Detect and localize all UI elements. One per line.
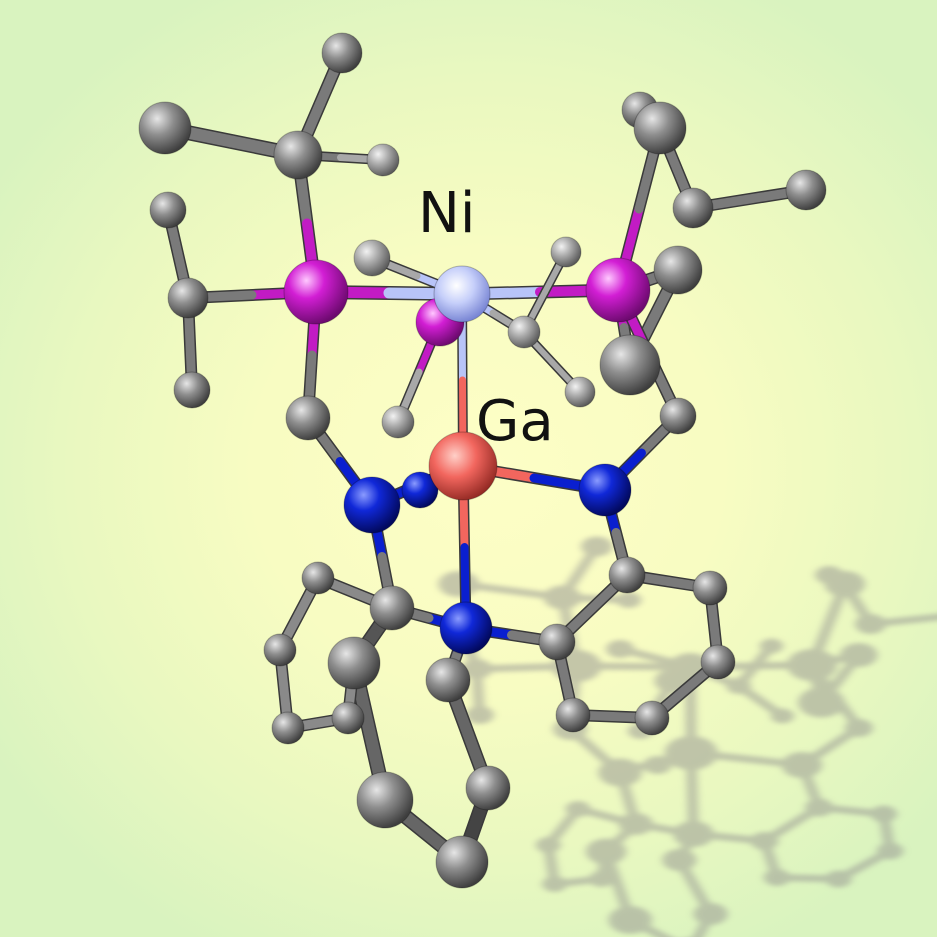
hydrogen-atom	[381, 405, 415, 439]
shadow-atom	[781, 752, 823, 778]
carbon-atom	[653, 245, 703, 295]
shadow-atom	[763, 869, 791, 886]
carbon-atom	[785, 169, 827, 211]
carbon-atom	[435, 835, 489, 889]
shadow-atom	[542, 876, 568, 892]
carbon-atom	[167, 277, 209, 319]
shadow-atom	[870, 805, 898, 823]
shadow-atom	[585, 838, 627, 865]
nitrogen-atom	[343, 476, 401, 534]
carbon-atom	[633, 101, 687, 155]
gallium-atom	[428, 431, 498, 501]
shadow-atom	[438, 571, 479, 597]
carbon-atom	[599, 334, 661, 396]
carbon-atom	[321, 32, 363, 74]
shadow-atom	[844, 719, 873, 737]
carbon-atom	[356, 771, 414, 829]
carbon-atom	[327, 636, 381, 690]
atom-layer	[138, 32, 827, 889]
shadow-atom	[770, 708, 795, 724]
carbon-atom	[538, 623, 576, 661]
carbon-atom	[271, 711, 305, 745]
shadow-atom	[581, 536, 613, 557]
carbon-atom	[273, 130, 323, 180]
shadow-atom	[798, 687, 845, 718]
shadow-atom	[854, 614, 887, 634]
shadow-atom	[565, 801, 591, 817]
shadow-skeleton	[438, 536, 937, 937]
carbon-atom	[672, 187, 714, 229]
hydrogen-atom	[507, 315, 541, 349]
shadow-atom	[465, 706, 494, 724]
hydrogen-atom	[353, 239, 391, 277]
hydrogen-atom	[366, 143, 400, 177]
nitrogen-atom	[401, 471, 439, 509]
carbon-atom	[369, 585, 415, 631]
shadow-atom	[664, 736, 718, 770]
shadow-atom	[606, 640, 635, 658]
carbon-atom	[659, 397, 697, 435]
shadow-atom	[750, 832, 779, 850]
carbon-atom	[263, 633, 297, 667]
nickel-atom-label: Ni	[418, 181, 476, 246]
phosphorus-atom	[283, 259, 349, 325]
carbon-atom	[173, 371, 211, 409]
shadow-atom	[608, 906, 653, 934]
nitrogen-atom	[439, 601, 493, 655]
shadow-atom	[805, 798, 834, 817]
carbon-atom	[285, 395, 331, 441]
hydrogen-atom	[550, 236, 582, 268]
molecule-shadow	[438, 536, 937, 937]
shadow-atom	[693, 903, 728, 925]
shadow-atom	[759, 638, 784, 654]
shadow-atom	[662, 849, 697, 871]
phosphorus-atom	[585, 257, 651, 323]
carbon-atom	[425, 657, 471, 703]
carbon-atom	[138, 101, 192, 155]
carbon-atom	[149, 191, 187, 229]
hydrogen-atom	[564, 376, 596, 408]
carbon-atom	[555, 697, 591, 733]
shadow-atom	[543, 585, 582, 610]
gallium-atom-label: Ga	[476, 389, 554, 454]
carbon-atom	[465, 765, 511, 811]
shadow-atom	[815, 566, 844, 584]
shadow-atom	[673, 821, 714, 847]
shadow-atom	[535, 837, 561, 853]
carbon-atom	[608, 556, 646, 594]
shadow-atom	[618, 813, 653, 835]
shadow-atom	[840, 643, 878, 667]
carbon-atom	[331, 701, 365, 735]
carbon-atom	[634, 700, 670, 736]
shadow-atom	[787, 649, 837, 681]
carbon-atom	[692, 570, 728, 606]
shadow-atom	[825, 870, 852, 888]
carbon-atom	[301, 561, 335, 595]
carbon-atom	[700, 644, 736, 680]
nitrogen-atom	[578, 463, 632, 517]
shadow-atom	[588, 871, 614, 887]
nickel-atom	[433, 265, 491, 323]
shadow-atom	[643, 756, 672, 774]
shadow-atom	[726, 678, 752, 694]
shadow-atom	[616, 592, 642, 608]
shadow-atom	[598, 758, 642, 787]
shadow-atom	[876, 842, 904, 860]
